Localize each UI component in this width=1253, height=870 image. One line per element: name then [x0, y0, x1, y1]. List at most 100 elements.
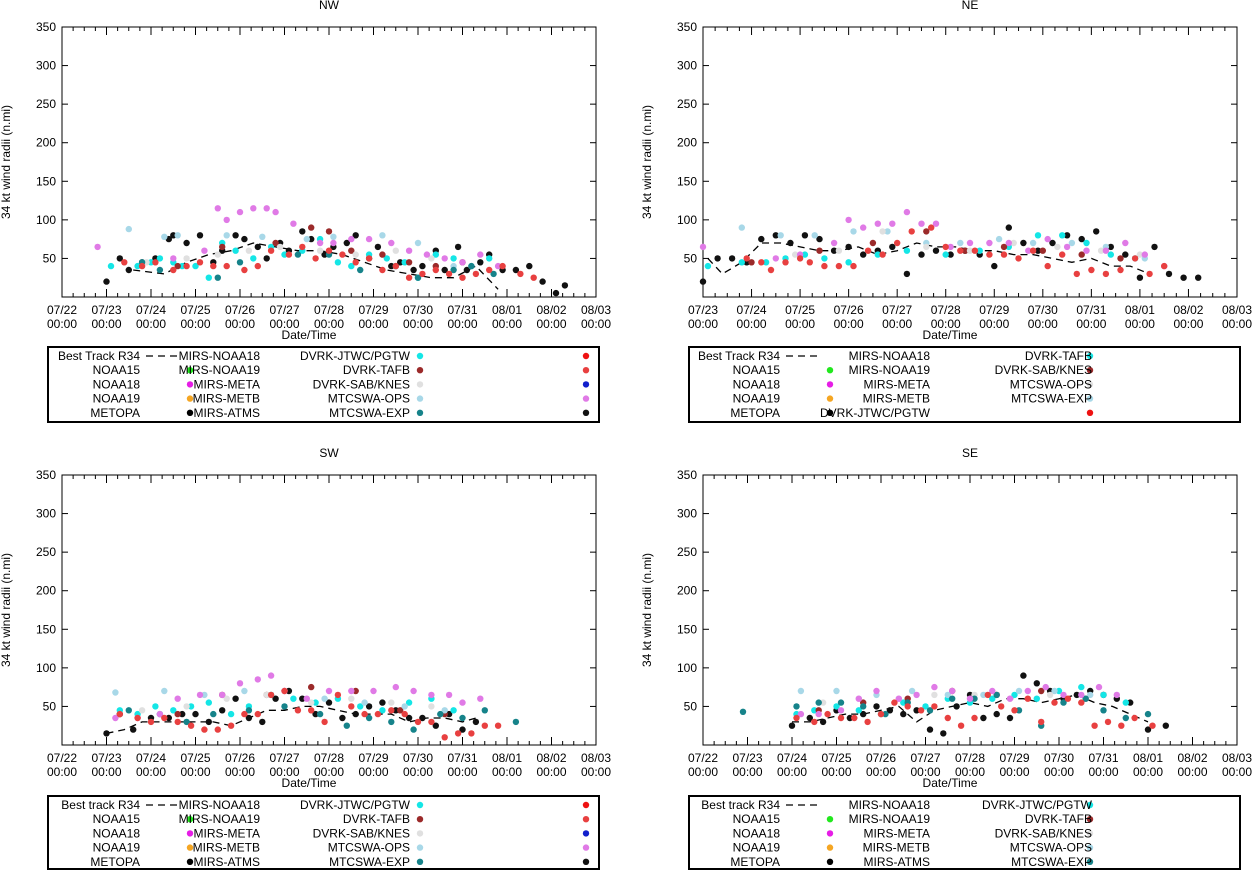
point-mirs18	[738, 259, 745, 266]
point-dvrktafb	[1088, 266, 1095, 274]
point-dvrktafb	[1117, 266, 1124, 274]
point-ops	[1078, 691, 1085, 699]
point-exp	[170, 232, 177, 239]
point-mirsmeta	[245, 247, 253, 254]
point-dvrktafb	[339, 251, 346, 258]
point-exp	[388, 262, 395, 270]
point-exp	[299, 695, 306, 702]
x-tick-time: 00:00	[492, 765, 522, 779]
x-tick-date: 07/31	[447, 751, 477, 765]
point-mirs18	[134, 262, 141, 270]
point-mirsatms	[793, 703, 800, 710]
point-dvrktafb	[1073, 270, 1081, 278]
point-dvrktafb	[254, 262, 261, 270]
x-tick-time: 00:00	[1222, 765, 1252, 779]
point-mirsmetb	[259, 233, 266, 240]
point-ops	[918, 220, 925, 227]
point-dvrktafb	[879, 251, 886, 258]
point-exp	[1165, 270, 1173, 278]
legend-swatch-mirsatms	[416, 409, 424, 416]
y-tick-label: 150	[677, 174, 697, 188]
x-tick-date: 07/26	[834, 303, 864, 317]
legend-swatch-noaa15	[186, 816, 194, 823]
legend-label: NOAA18	[93, 377, 141, 391]
point-exp	[179, 710, 186, 718]
point-dvrktafb	[147, 718, 155, 726]
point-mirsmetb	[241, 687, 248, 695]
point-exp	[1073, 691, 1081, 699]
legend-label: NOAA19	[733, 392, 781, 406]
legend-label: METOPA	[730, 855, 780, 869]
x-tick-date: 07/30	[1028, 303, 1058, 317]
point-mirs19	[1000, 243, 1008, 251]
point-exp	[419, 714, 426, 722]
point-ops	[949, 687, 956, 695]
legend-label: MTCSWA-EXP	[1011, 392, 1092, 406]
legend-swatch-mirsmetb	[416, 844, 424, 851]
point-exp	[312, 710, 319, 718]
x-tick-time: 00:00	[47, 765, 77, 779]
legend-label: MIRS-ATMS	[194, 406, 260, 420]
point-ops	[201, 247, 208, 254]
x-tick-date: 08/03	[581, 751, 611, 765]
point-dvrktafb	[864, 247, 872, 254]
legend-label: MTCSWA-OPS	[1010, 377, 1092, 391]
legend-swatch-mirsatms	[416, 858, 424, 865]
point-ops	[966, 695, 974, 702]
x-tick-date: 07/31	[1076, 303, 1106, 317]
legend-label: MIRS-METB	[193, 392, 260, 406]
point-ops	[989, 687, 996, 695]
point-exp	[940, 730, 947, 737]
legend-label: DVRK-TAFB	[1025, 812, 1092, 826]
legend-label: Best track R34	[61, 798, 140, 812]
x-tick-date: 07/27	[910, 751, 940, 765]
point-ops	[932, 220, 940, 227]
point-dvrktafb	[1149, 722, 1156, 729]
point-ops	[889, 220, 896, 227]
point-mirs18	[989, 695, 996, 702]
point-mirsatms	[1082, 695, 1089, 702]
point-mirsatms	[481, 707, 488, 714]
point-mirs18	[357, 703, 364, 710]
point-mirsatms	[860, 703, 867, 710]
point-dvrktafb	[1131, 255, 1139, 262]
x-tick-label: 07/23 00:00	[91, 751, 121, 779]
point-mirs19	[219, 243, 226, 251]
point-ops	[94, 243, 101, 251]
point-mirs18	[450, 707, 457, 714]
point-dvrktafb	[1051, 699, 1058, 706]
x-tick-time: 00:00	[492, 317, 522, 331]
x-tick-date: 08/01	[1133, 751, 1163, 765]
point-ops	[370, 687, 377, 695]
point-mirsatms	[1144, 710, 1152, 718]
point-exp	[947, 251, 954, 258]
legend-swatch-noaa19	[826, 395, 834, 402]
x-tick-label: 07/27 00:00	[910, 751, 940, 779]
point-dvrktafb	[299, 243, 306, 251]
point-mirs18	[281, 251, 288, 258]
legend-label: MIRS-METB	[863, 392, 930, 406]
point-ops	[236, 208, 244, 216]
point-dvrktafb	[445, 270, 453, 278]
point-ops	[947, 243, 954, 251]
point-mirsmetb	[957, 239, 964, 247]
point-exp	[1136, 274, 1144, 281]
point-exp	[103, 278, 110, 285]
point-dvrktafb	[743, 255, 750, 262]
point-ops	[410, 687, 417, 695]
point-exp	[459, 726, 466, 733]
point-mirsmetb	[414, 239, 422, 247]
point-ops	[112, 714, 119, 722]
point-dvrktafb	[824, 710, 831, 718]
point-exp	[873, 703, 880, 710]
point-mirsatms	[971, 695, 978, 702]
x-tick-label: 07/26 00:00	[225, 751, 255, 779]
point-dvrktafb	[957, 722, 965, 729]
point-exp	[410, 266, 417, 274]
point-mirsmetb	[850, 228, 857, 235]
x-tick-date: 07/29	[979, 303, 1009, 317]
point-ops	[405, 247, 413, 254]
x-tick-date: 07/24	[737, 303, 767, 317]
x-tick-label: 07/22 00:00	[47, 303, 77, 331]
